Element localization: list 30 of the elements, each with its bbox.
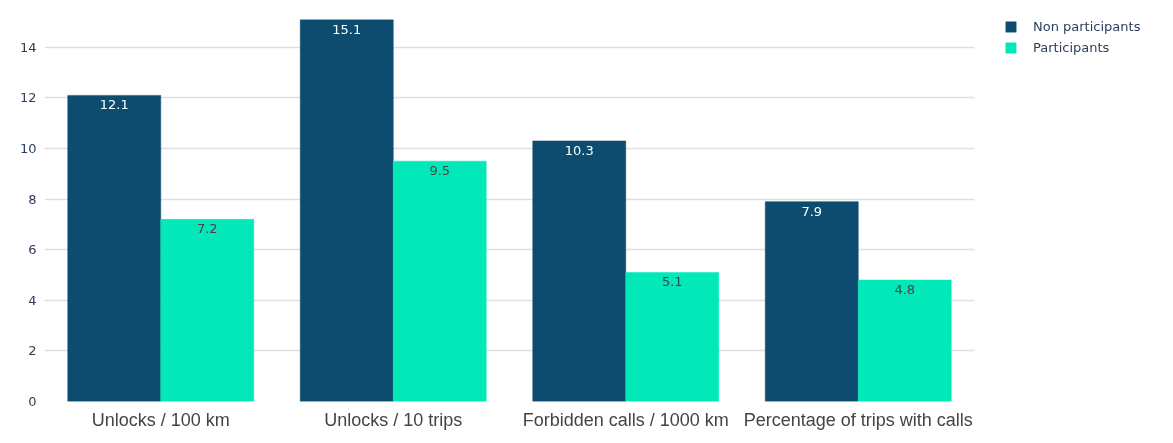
bar — [393, 160, 487, 402]
bar — [532, 140, 626, 402]
y-tick-label: 12 — [19, 90, 37, 106]
bar — [67, 95, 161, 402]
x-tick-label: Forbidden calls / 1000 km — [522, 409, 729, 430]
y-tick-label: 6 — [28, 242, 37, 258]
data-label: 9.5 — [429, 163, 451, 179]
data-label: 7.2 — [196, 221, 218, 237]
legend-label: Participants — [1033, 40, 1110, 55]
x-tick-label: Unlocks / 10 trips — [324, 409, 463, 430]
bar — [300, 19, 394, 402]
x-tick-label: Unlocks / 100 km — [91, 409, 230, 430]
bar — [160, 219, 254, 402]
data-label: 15.1 — [332, 21, 362, 37]
y-tick-label: 8 — [28, 191, 37, 207]
legend-label: Non participants — [1033, 19, 1141, 34]
data-label: 10.3 — [564, 142, 594, 158]
bar — [625, 272, 719, 402]
bar — [765, 201, 859, 402]
y-tick-label: 14 — [19, 39, 37, 55]
y-tick-label: 4 — [28, 292, 37, 308]
data-label: 4.8 — [894, 282, 916, 298]
data-label: 5.1 — [661, 274, 683, 290]
y-tick-label: 10 — [19, 141, 37, 157]
data-label: 7.9 — [801, 203, 823, 219]
x-tick-label: Percentage of trips with calls — [743, 409, 973, 430]
bar — [858, 279, 952, 402]
data-label: 12.1 — [99, 97, 129, 113]
y-tick-label: 2 — [28, 343, 37, 359]
y-tick-label: 0 — [28, 394, 37, 409]
